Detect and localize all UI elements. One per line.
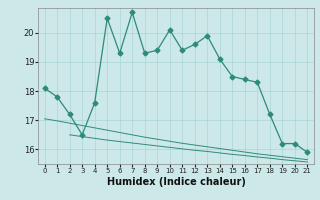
X-axis label: Humidex (Indice chaleur): Humidex (Indice chaleur) xyxy=(107,177,245,187)
